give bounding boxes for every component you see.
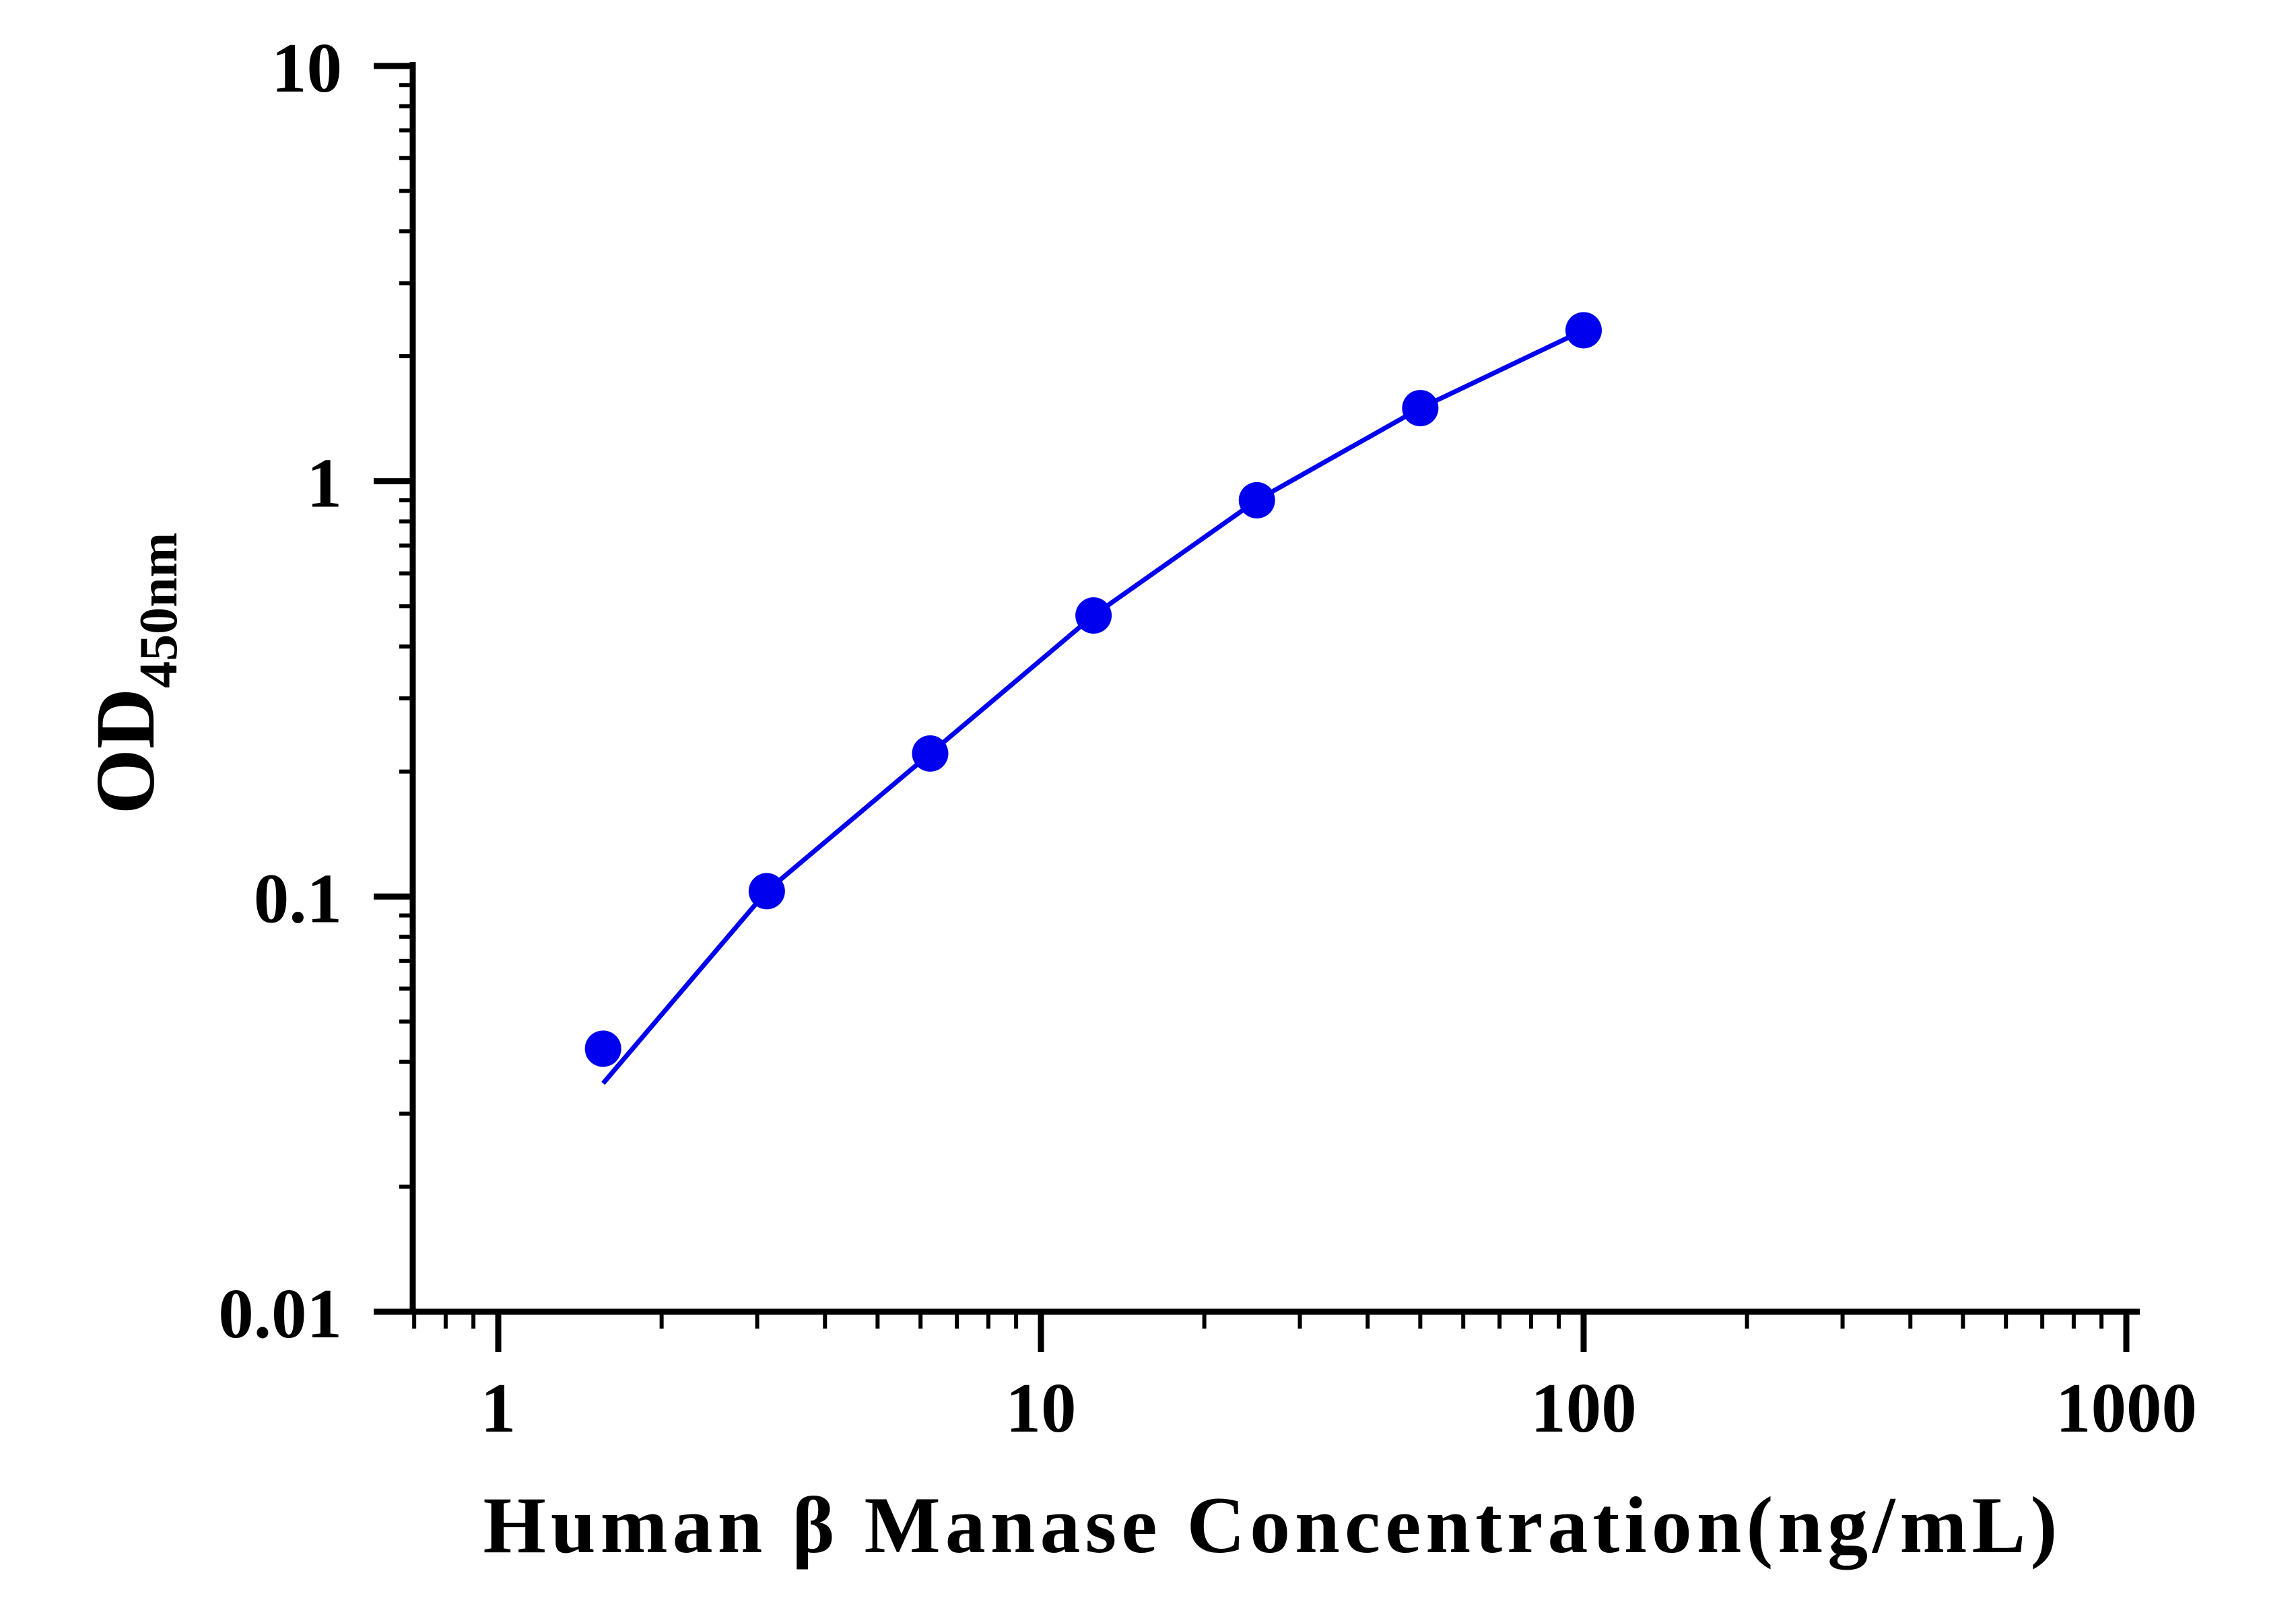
data-point (1238, 481, 1275, 519)
y-axis-title: OD450nm (79, 533, 189, 815)
y-tick-label: 0.1 (254, 859, 342, 937)
data-point (1565, 312, 1602, 349)
y-tick-label: 10 (271, 28, 342, 107)
x-minor-ticks (412, 1312, 2104, 1329)
y-tick-label: 1 (307, 444, 343, 523)
x-tick-label: 10 (1006, 1368, 1077, 1447)
x-tick-label: 1 (481, 1368, 516, 1447)
series-line (601, 328, 1585, 1085)
x-axis-title: Human β Manase Concentration(ng/mL) (483, 1480, 2062, 1570)
x-tick-labels: 1 10 100 1000 (481, 1368, 2197, 1447)
data-point (748, 873, 785, 910)
y-major-ticks (374, 63, 413, 1315)
data-point (1402, 390, 1439, 427)
y-axis-title-main: OD (79, 688, 172, 815)
y-tick-label: 0.01 (218, 1274, 342, 1353)
data-point (1075, 597, 1112, 634)
y-tick-labels: 0.01 0.1 1 10 (218, 28, 342, 1353)
data-point (584, 1030, 621, 1067)
y-axis-title-subscript: 450nm (129, 533, 189, 688)
x-tick-label: 1000 (2056, 1368, 2197, 1447)
x-major-ticks (495, 1312, 2130, 1352)
series-layer (584, 312, 1602, 1085)
x-tick-label: 100 (1530, 1368, 1637, 1447)
data-point (912, 735, 949, 772)
